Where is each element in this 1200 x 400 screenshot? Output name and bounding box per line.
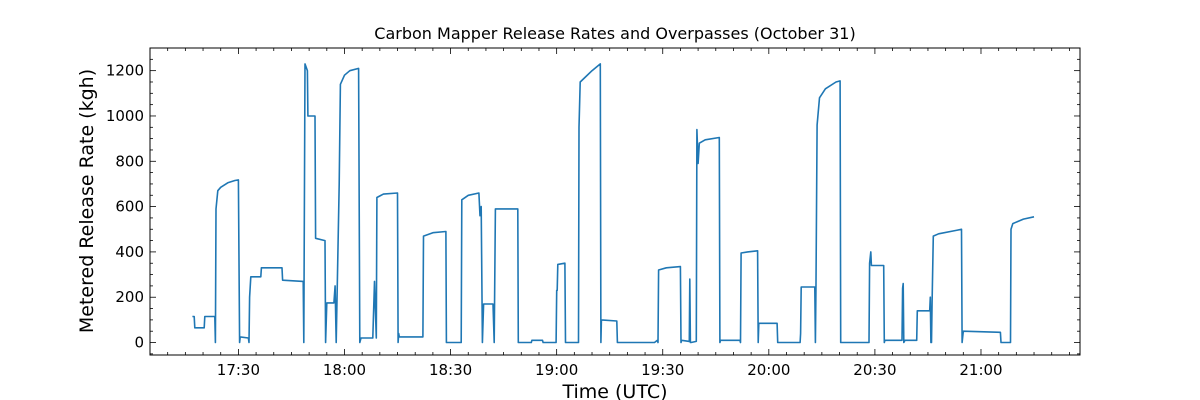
x-tick-label: 19:30 [641,361,684,379]
x-tick-label: 18:00 [323,361,366,379]
y-tick-label: 0 [134,334,144,352]
x-tick-label: 19:00 [535,361,578,379]
plot-area: 17:30 18:00 18:30 19:00 19:30 20:00 20:30 21:00… [106,47,1081,379]
x-tick-label: 20:30 [853,361,896,379]
y-tick-label: 800 [115,152,144,170]
x-tick-label: 18:30 [429,361,472,379]
x-tick-label: 17:30 [217,361,260,379]
y-tick-label: 600 [115,198,144,216]
x-tick-label: 20:00 [747,361,790,379]
y-tick-label: 1000 [106,107,144,125]
y-tick-label: 400 [115,243,144,261]
chart-title: Carbon Mapper Release Rates and Overpass… [374,24,855,43]
plot-frame [149,47,1081,356]
x-axis-ticks: 17:30 18:00 18:30 19:00 19:30 20:00 20:30 21:00 [217,48,1003,379]
minor-ticks [149,47,1080,355]
series-line-release-rate [192,63,1035,344]
y-tick-label: 200 [115,288,144,306]
y-axis-label: Metered Release Rate (kgh) [76,69,98,333]
y-axis-ticks: 0 200 400 600 800 1000 1200 [106,62,1080,352]
y-tick-label: 1200 [106,62,144,80]
x-tick-label: 21:00 [959,361,1002,379]
x-axis-label: Time (UTC) [561,381,667,400]
